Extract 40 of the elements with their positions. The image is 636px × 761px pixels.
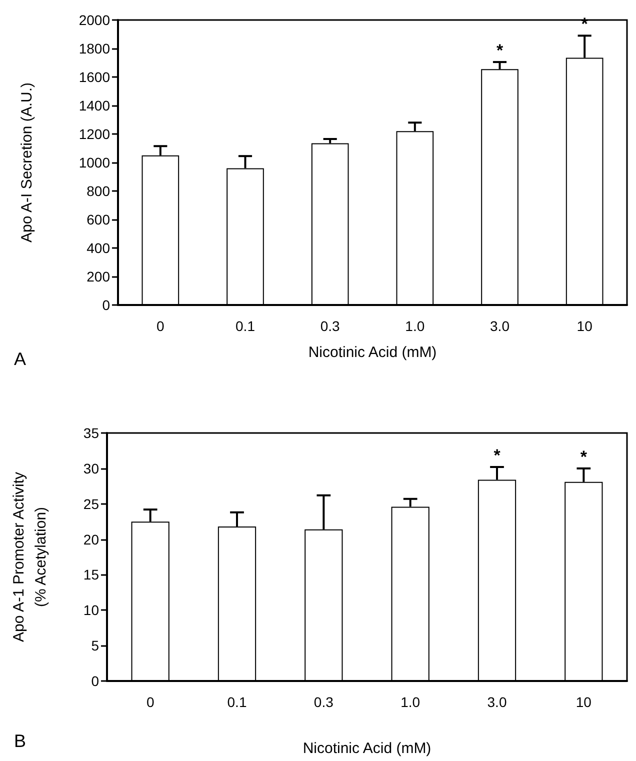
x-tick-label: 1.0 — [400, 694, 420, 710]
x-tick-label: 3.0 — [487, 694, 507, 710]
y-tick-label: 600 — [86, 212, 110, 228]
x-tick-label: 0 — [146, 694, 154, 710]
y-tick-label: 20 — [83, 531, 100, 548]
x-tick-label: 0.1 — [227, 694, 247, 710]
x-tick-label: 10 — [576, 694, 592, 710]
y-tick-label: 35 — [83, 425, 100, 441]
x-tick-label: 10 — [576, 318, 593, 334]
y-tick-label: 2000 — [78, 12, 110, 28]
annotation: * — [494, 446, 501, 466]
y-tick-label: 15 — [83, 566, 100, 583]
y-tick-label: 25 — [83, 496, 100, 512]
y-tick-label: 30 — [83, 460, 100, 476]
y-axis-title: Apo A-I Secretion (A.U.) — [18, 82, 36, 243]
x-tick-label: 0.3 — [320, 318, 340, 334]
y-tick-label: 0 — [102, 297, 110, 313]
x-tick-label: 0.1 — [236, 318, 256, 334]
x-tick-label: 1.0 — [405, 318, 425, 334]
x-tick-label: 0 — [156, 318, 165, 334]
text: B — [14, 731, 26, 751]
y-tick-label: 1800 — [78, 40, 110, 56]
y-tick-label: 800 — [86, 183, 110, 199]
y-tick-label: 0 — [91, 673, 100, 689]
y-tick-label: 200 — [86, 268, 110, 284]
annotation: * — [580, 447, 588, 466]
text: A — [14, 349, 26, 369]
y-tick-label: 400 — [86, 240, 110, 256]
y-tick-label: 1600 — [78, 69, 110, 85]
x-tick-label: 3.0 — [490, 318, 510, 334]
x-axis-title: Nicotinic Acid (mM) — [302, 740, 432, 757]
y-tick-label: 5 — [91, 638, 100, 654]
annotation: * — [496, 41, 504, 60]
x-tick-label: 0.3 — [314, 694, 334, 710]
y-tick-label: 1200 — [78, 126, 110, 142]
y-axis-title: Apo A-1 Promoter Activity (% Acetylation) — [10, 471, 50, 642]
x-axis-title: Nicotinic Acid (mM) — [308, 344, 437, 361]
y-tick-label: 1000 — [78, 154, 110, 170]
y-tick-label: 10 — [83, 602, 100, 618]
y-tick-label: 1400 — [78, 98, 110, 114]
